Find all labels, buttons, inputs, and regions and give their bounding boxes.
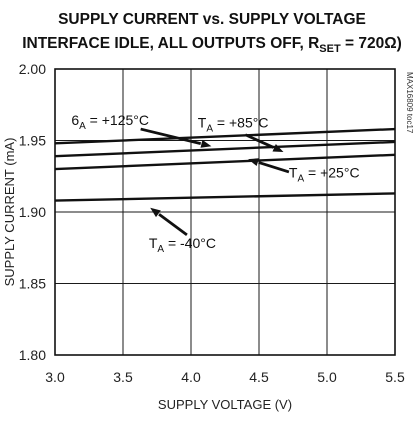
y-tick-label: 1.90 — [19, 204, 46, 220]
x-tick-label: 5.5 — [385, 369, 405, 385]
y-tick-label: 2.00 — [19, 61, 46, 77]
y-tick-labels: 1.80 1.85 1.90 1.95 2.00 — [19, 61, 46, 363]
x-tick-labels: 3.0 3.5 4.0 4.5 5.0 5.5 — [45, 369, 405, 385]
series-line-3 — [55, 193, 395, 200]
annotation-arrowhead-0 — [201, 140, 212, 148]
annotation-arrowhead-1 — [272, 144, 283, 152]
series-line-1 — [55, 142, 395, 156]
annotation-arrow-2 — [259, 162, 289, 172]
y-axis-label: SUPPLY CURRENT (mA) — [2, 138, 17, 287]
y-tick-label: 1.80 — [19, 347, 46, 363]
annotation-arrows — [141, 129, 289, 235]
annotation-arrow-0 — [141, 129, 201, 144]
annotation-arrowhead-2 — [248, 158, 259, 166]
x-axis-label: SUPPLY VOLTAGE (V) — [158, 397, 292, 412]
series-line-0 — [55, 129, 395, 143]
x-tick-label: 5.0 — [317, 369, 337, 385]
chart-code: MAX16809 toc17 — [405, 72, 414, 134]
annotation-label-3: TA = -40°C — [149, 235, 216, 255]
x-tick-label: 4.5 — [249, 369, 269, 385]
chart-title-line1: SUPPLY CURRENT vs. SUPPLY VOLTAGE — [58, 11, 366, 28]
x-tick-label: 4.0 — [181, 369, 201, 385]
x-tick-label: 3.5 — [113, 369, 133, 385]
annotation-arrow-3 — [159, 214, 187, 235]
y-tick-label: 1.85 — [19, 276, 46, 292]
annotation-label-2: TA = +25°C — [289, 165, 360, 185]
annotation-label-1: TA = +85°C — [198, 115, 269, 135]
x-tick-label: 3.0 — [45, 369, 65, 385]
chart-title-line2: INTERFACE IDLE, ALL OUTPUTS OFF, RSET = … — [22, 35, 402, 55]
y-tick-label: 1.95 — [19, 133, 46, 149]
annotation-label-0: 6A = +125°C — [71, 112, 149, 132]
